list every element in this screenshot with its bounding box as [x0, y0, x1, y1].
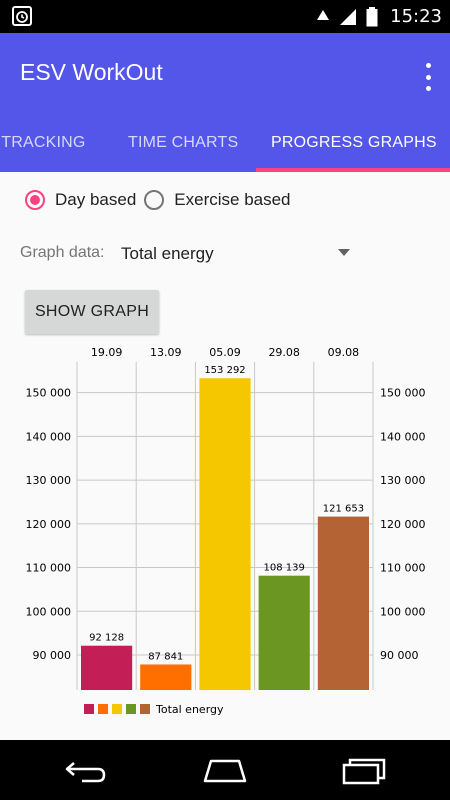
- bar: [81, 645, 133, 690]
- bar-value-label: 92 128: [89, 633, 124, 644]
- dropdown-arrow-icon[interactable]: [338, 249, 350, 256]
- tab-indicator: [256, 168, 450, 172]
- mode-radio-group: Day based Exercise based: [25, 190, 291, 210]
- day-based-radio[interactable]: [25, 190, 45, 210]
- legend-swatch: [84, 704, 94, 714]
- x-tick-label: 19.09: [91, 346, 123, 359]
- exercise-based-radio[interactable]: [144, 190, 165, 210]
- y-tick-label-left: 90 000: [33, 649, 72, 662]
- x-tick-label: 05.09: [209, 346, 241, 359]
- graph-data-label: Graph data:: [20, 244, 105, 261]
- y-tick-label-right: 100 000: [380, 605, 426, 618]
- legend-swatch: [98, 704, 108, 714]
- bar: [199, 378, 251, 690]
- tab-bar: S TRACKING TIME CHARTS PROGRESS GRAPHS: [0, 128, 450, 172]
- app-title: ESV WorkOut: [20, 59, 163, 85]
- overflow-menu-icon[interactable]: [420, 63, 436, 91]
- home-icon[interactable]: [201, 757, 249, 785]
- exercise-based-label[interactable]: Exercise based: [174, 190, 291, 209]
- y-tick-label-left: 120 000: [26, 518, 72, 531]
- x-tick-label: 29.08: [268, 346, 300, 359]
- tab-time-charts[interactable]: TIME CHARTS: [128, 134, 239, 151]
- bar-value-label: 87 841: [148, 651, 183, 662]
- progress-bar-chart: 90 000 90 000 100 000 100 000 110 000 110 000…: [26, 346, 426, 716]
- y-tick-label-left: 150 000: [26, 387, 72, 400]
- bar-value-label: 121 653: [323, 504, 364, 515]
- alarm-icon: [12, 6, 32, 26]
- bar: [140, 664, 192, 690]
- navigation-bar: [0, 740, 450, 800]
- y-tick-label-right: 90 000: [380, 649, 419, 662]
- y-tick-label-right: 150 000: [380, 387, 426, 400]
- y-tick-label-right: 140 000: [380, 430, 426, 443]
- bar: [258, 575, 310, 690]
- bar: [317, 516, 369, 690]
- y-tick-label-left: 140 000: [26, 430, 72, 443]
- y-tick-label-left: 110 000: [26, 562, 72, 575]
- x-tick-label: 13.09: [150, 346, 182, 359]
- legend-swatch: [112, 704, 122, 714]
- wifi-icon: [317, 9, 330, 20]
- legend-swatch: [140, 704, 150, 714]
- show-graph-button[interactable]: SHOW GRAPH: [25, 290, 159, 334]
- legend-label: Total energy: [155, 703, 224, 716]
- status-bar: 15:23: [0, 0, 450, 33]
- x-tick-label: 09.08: [328, 346, 360, 359]
- tab-tracking[interactable]: S TRACKING: [0, 134, 86, 151]
- recents-icon[interactable]: [340, 757, 388, 785]
- y-tick-label-left: 130 000: [26, 474, 72, 487]
- bar-value-label: 108 139: [264, 563, 305, 574]
- y-tick-label-right: 110 000: [380, 562, 426, 575]
- y-tick-label-right: 130 000: [380, 474, 426, 487]
- battery-icon: [366, 6, 378, 26]
- signal-icon: [340, 8, 357, 25]
- tab-progress-graphs[interactable]: PROGRESS GRAPHS: [271, 134, 437, 151]
- graph-data-select[interactable]: Total energy: [121, 244, 214, 263]
- back-icon[interactable]: [62, 757, 110, 785]
- bar-value-label: 153 292: [204, 365, 245, 376]
- y-tick-label-right: 120 000: [380, 518, 426, 531]
- app-bar: ESV WorkOut S TRACKING TIME CHARTS PROGR…: [0, 33, 450, 172]
- legend-swatch: [126, 704, 136, 714]
- y-tick-label-left: 100 000: [26, 605, 72, 618]
- day-based-label[interactable]: Day based: [55, 190, 137, 209]
- clock: 15:23: [390, 6, 442, 27]
